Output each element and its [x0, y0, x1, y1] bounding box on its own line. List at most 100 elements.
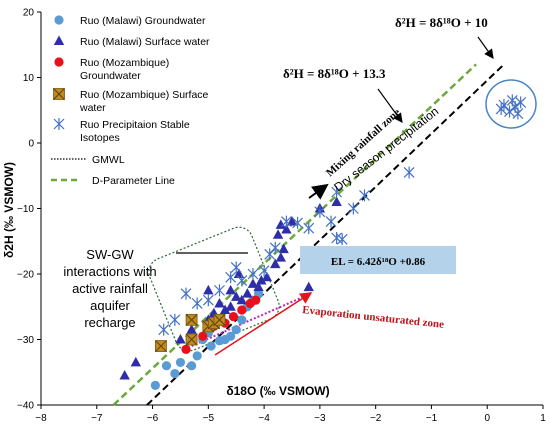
- legend-item-6: GMWL: [51, 154, 125, 166]
- series-5-point: [359, 189, 370, 202]
- series-4-point: [185, 333, 198, 346]
- series-2-point: [281, 223, 292, 234]
- series-3-point: [198, 331, 208, 341]
- line-d-parameter-line: [112, 63, 477, 406]
- legend-label: Ruo (Malawi) Groundwater: [80, 15, 206, 27]
- legend-label: Groundwater: [80, 70, 141, 82]
- series-2-point: [270, 258, 281, 269]
- y-tick-label: −10: [17, 204, 34, 215]
- legend-item-3: Ruo (Mozambique)Groundwater: [54, 57, 169, 82]
- series-3-point: [251, 295, 261, 305]
- series-2-point: [253, 281, 264, 292]
- eq-main-label: δ²H = 8δ¹⁸O + 10: [395, 15, 488, 30]
- series-5-point: [504, 105, 515, 118]
- x-tick-label: −7: [91, 413, 103, 424]
- x-tick-label: 0: [484, 413, 490, 424]
- legend-swatch: [54, 57, 64, 67]
- series-5-point: [202, 294, 214, 307]
- el-equation-label: EL = 6.42δ¹⁸O +0.86: [331, 256, 426, 268]
- sw-gw-label: SW-GW interactions with active rainfall …: [63, 247, 156, 330]
- legend-label: Ruo Precipitaion Stable: [80, 119, 190, 131]
- series-2-point: [203, 284, 214, 295]
- series-2-point: [236, 294, 247, 305]
- series-5-point: [225, 271, 237, 284]
- series-5-point: [258, 264, 270, 277]
- y-tick-label: 0: [28, 139, 34, 150]
- series-4-point: [155, 340, 167, 352]
- series-2-point: [242, 288, 253, 298]
- series-5-point: [314, 205, 326, 218]
- series-2-point: [225, 284, 236, 295]
- series-1-point: [206, 341, 216, 351]
- eq-main-arrow: [477, 36, 494, 59]
- legend-item-7: D-Parameter Line: [51, 175, 175, 187]
- x-tick-label: −1: [426, 413, 438, 424]
- series-3-point: [181, 344, 191, 354]
- y-tick-label: 20: [23, 8, 35, 19]
- series-5-point: [303, 222, 315, 235]
- legend-swatch: [54, 15, 64, 25]
- series-1-point: [175, 357, 186, 368]
- y-tick-label: −30: [17, 335, 34, 346]
- series-2-point: [256, 275, 267, 285]
- x-axis-label: δ18O (‰ VSMOW): [226, 384, 329, 398]
- series-5-point: [280, 215, 292, 228]
- legend-label: Ruo (Malawi) Surface water: [80, 36, 210, 48]
- series-5-point: [403, 166, 415, 179]
- series-5-point: [264, 248, 276, 261]
- legend-label: Ruo (Mozambique) Surface: [80, 89, 209, 101]
- series-3-point: [228, 311, 239, 322]
- series-2-point: [331, 196, 342, 206]
- series-2-point: [231, 291, 242, 301]
- y-tick-label: 10: [23, 73, 35, 84]
- legend-swatch: [53, 88, 65, 100]
- x-tick-label: −6: [147, 413, 159, 424]
- y-tick-label: −40: [17, 401, 34, 412]
- series-1-point: [237, 315, 247, 325]
- legend-label: Ruo (Mozambique): [80, 57, 169, 69]
- x-axis-ticks: −8 −7 −6 −5 −4 −3 −2 −1 0 1: [35, 405, 546, 424]
- legend-label: water: [79, 102, 106, 114]
- y-axis-ticks: −40 −30 −20 −10 0 10 20: [17, 8, 41, 412]
- series-3-point: [237, 305, 247, 315]
- legend-swatch-cross: [53, 88, 65, 100]
- series-2-point: [303, 281, 314, 292]
- x-tick-label: −3: [314, 413, 326, 424]
- series-2-point: [219, 304, 231, 315]
- x-tick-label: −4: [258, 413, 270, 424]
- series-4-point-cross: [155, 340, 167, 352]
- evaporation-label: Evaporation unsaturated zone: [302, 304, 445, 331]
- sw-gw-line-4: aquifer: [90, 298, 130, 313]
- series-5-point: [292, 216, 304, 229]
- x-tick-label: −8: [35, 413, 47, 424]
- series-5-point: [191, 297, 203, 310]
- dry-season-arrow: [308, 183, 329, 200]
- mixing-arrow: [377, 88, 403, 123]
- series-2-point: [286, 216, 298, 226]
- sw-gw-line-3: active rainfall: [72, 281, 148, 296]
- series-5-point: [347, 202, 359, 215]
- series-5-point: [169, 313, 181, 326]
- data-points: [119, 94, 527, 390]
- x-tick-label: −5: [203, 413, 215, 424]
- legend-swatch: [53, 118, 65, 130]
- annotation-shapes: [148, 36, 537, 356]
- sw-gw-line-1: SW-GW: [86, 247, 134, 262]
- series-4-point: [213, 313, 226, 326]
- y-tick-label: −20: [17, 270, 34, 281]
- x-tick-label: −2: [370, 413, 382, 424]
- eq-second-label: δ²H = 8δ¹⁸O + 13.3: [283, 66, 386, 81]
- el-equation-box: [300, 246, 456, 274]
- legend-label: D-Parameter Line: [92, 175, 175, 187]
- series-1-point: [161, 361, 172, 371]
- sw-gw-line-2: interactions with: [63, 264, 156, 279]
- reference-lines: [112, 63, 505, 406]
- series-2-point: [130, 356, 142, 367]
- legend-item-1: Ruo (Malawi) Groundwater: [54, 15, 206, 27]
- legend-item-2: Ruo (Malawi) Surface water: [53, 35, 210, 48]
- series-5-point: [180, 287, 192, 300]
- series-4-point-cross: [185, 313, 198, 326]
- line-gmwl: [146, 63, 505, 406]
